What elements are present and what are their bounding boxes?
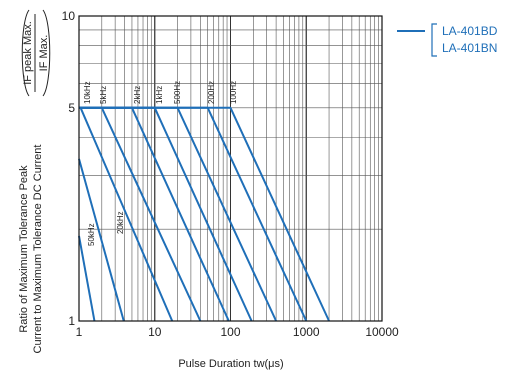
x-tick-label: 1 [76,325,83,339]
series-line-5khz [79,106,202,322]
legend-bracket [431,23,437,57]
x-axis-title: Pulse Duration tw(μs) [178,358,283,370]
freq-label-100hz: 100Hz [229,81,238,104]
x-tick-label: 1000 [293,325,320,339]
y-axis-title-line-2: Current to Maximum Tolerance DC Current [32,145,44,354]
y-tick-label: 10 [62,9,76,23]
x-tick-label: 10 [148,325,162,339]
y-axis-formula: IF peak Max. IF Max. [21,9,51,97]
legend-entry-la-401bd: LA-401BD [442,24,498,38]
y-axis-title-line-1: Ratio of Maximum Tolerance Peak [18,165,30,333]
plot-frame [78,15,383,322]
freq-label-2khz: 2kHz [133,86,142,104]
series-line-50khz [78,235,96,322]
freq-label-5khz: 5kHz [99,86,108,104]
formula-left-paren [21,9,30,97]
x-tick-label: 10000 [365,325,399,339]
series-line-2khz [79,106,230,322]
formula-denominator: IF Max. [38,35,50,72]
x-tick-label: 100 [220,325,240,339]
freq-label-500hz: 500Hz [173,81,182,104]
series-line-1khz [79,106,253,322]
frequency-labels: 10kHz 5kHz 2kHz 1kHz 500Hz 200Hz 100Hz 2… [83,81,238,246]
y-tick-label: 5 [68,101,75,115]
y-tick-label: 1 [68,314,75,328]
formula-right-paren [42,9,51,97]
freq-label-10khz: 10kHz [83,81,92,104]
freq-label-200hz: 200Hz [207,81,216,104]
legend: LA-401BD LA-401BN [397,23,498,57]
freq-label-50khz: 50kHz [87,223,96,246]
legend-entry-la-401bn: LA-401BN [442,41,497,55]
series-line-20khz [78,158,125,322]
y-axis-title: Ratio of Maximum Tolerance Peak Current … [18,145,44,354]
formula-numerator: IF peak Max. [22,21,34,85]
x-tick-labels: 1 10 100 1000 10000 [76,325,399,339]
series-line-100hz [79,106,330,322]
series-line-10khz [79,106,174,322]
grid [78,15,383,322]
freq-label-20khz: 20kHz [116,211,125,234]
series-lines [78,106,330,322]
freq-label-1khz: 1kHz [155,86,164,104]
